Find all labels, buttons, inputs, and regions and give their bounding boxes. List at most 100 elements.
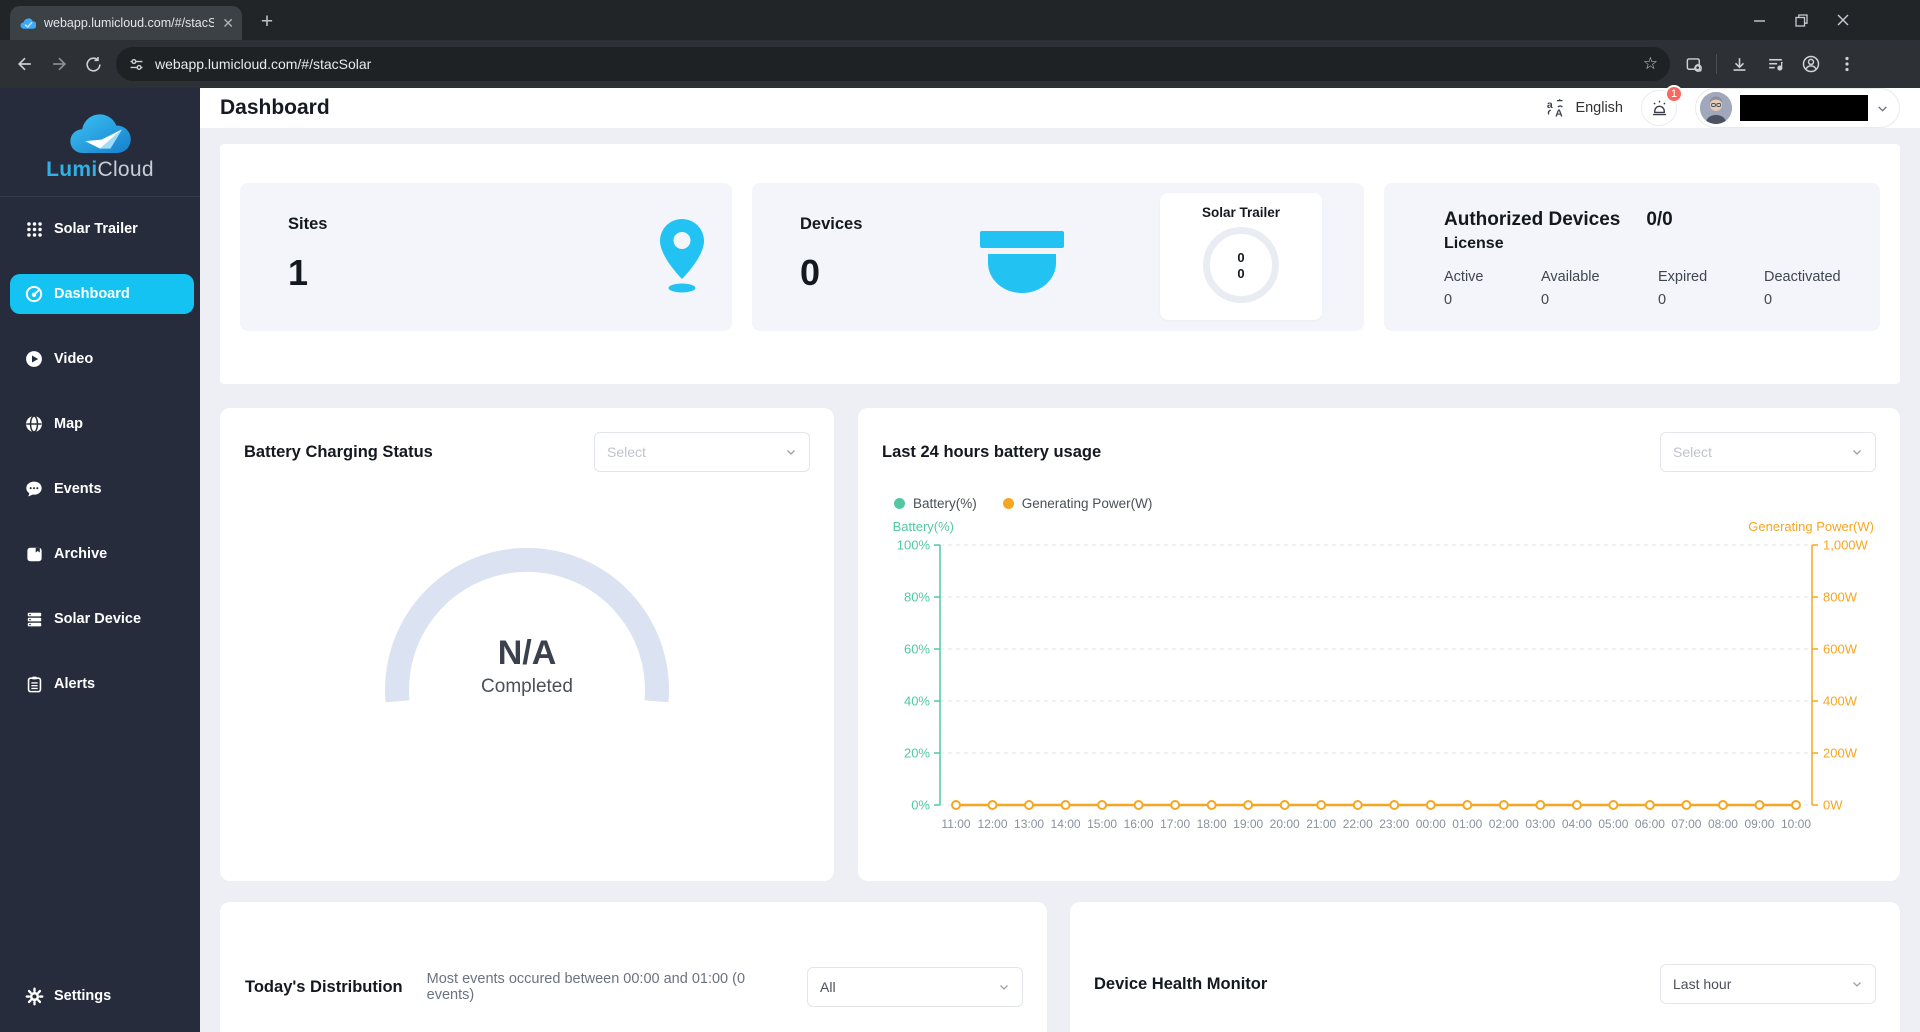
svg-text:14:00: 14:00 [1051,817,1081,831]
notification-badge: 1 [1665,85,1683,103]
battery-status-title: Battery Charging Status [244,442,433,461]
window-restore-button[interactable] [1780,0,1822,40]
browser-toolbar: webapp.lumicloud.com/#/stacSolar ☆ [0,40,1920,88]
media-queue-icon[interactable] [1761,50,1789,78]
svg-text:60%: 60% [904,642,930,657]
battery-gauge: N/A Completed [377,548,677,718]
svg-text:15:00: 15:00 [1087,817,1117,831]
reload-button[interactable] [76,47,110,81]
language-label: English [1575,100,1623,116]
solar-trailer-title: Solar Trailer [1201,205,1281,220]
chevron-down-icon [1853,982,1861,987]
svg-text:Generating Power(W): Generating Power(W) [1748,519,1874,534]
clipboard-icon [24,674,44,694]
chat-bubble-icon [24,479,44,499]
sidebar-item-label: Settings [54,988,112,1004]
svg-text:12:00: 12:00 [978,817,1008,831]
browser-menu-icon[interactable] [1833,50,1861,78]
grid-apps-icon [24,219,44,239]
sidebar-item-label: Dashboard [54,286,130,302]
location-pin-icon [654,217,710,295]
url-text[interactable]: webapp.lumicloud.com/#/stacSolar [155,56,372,72]
chart-legend: Battery(%) Generating Power(W) [894,496,1876,511]
sidebar-item-video[interactable]: Video [10,339,194,379]
svg-text:20:00: 20:00 [1270,817,1300,831]
svg-text:09:00: 09:00 [1744,817,1774,831]
dome-camera-icon [974,229,1070,295]
play-circle-icon [24,349,44,369]
browser-tab-bar: webapp.lumicloud.com/#/stacS ✕ + [0,0,1920,40]
sidebar-item-map[interactable]: Map [10,404,194,444]
download-icon[interactable] [1725,50,1753,78]
page-title: Dashboard [220,96,330,119]
sidebar-item-settings[interactable]: Settings [10,976,194,1016]
bookmark-star-icon[interactable]: ☆ [1642,54,1658,73]
svg-text:1,000W: 1,000W [1823,538,1869,553]
distribution-select[interactable]: All [807,967,1023,1007]
window-minimize-button[interactable] [1738,0,1780,40]
profile-icon[interactable] [1797,50,1825,78]
window-close-button[interactable] [1822,0,1864,40]
sites-card: Sites 1 [240,183,732,331]
sidebar-item-solar-trailer[interactable]: Solar Trailer [10,209,194,249]
svg-text:20%: 20% [904,746,930,761]
sidebar-item-label: Solar Device [54,611,142,627]
back-button[interactable] [8,47,42,81]
sites-value: 1 [288,252,309,293]
sidebar-item-alerts[interactable]: Alerts [10,664,194,704]
svg-text:40%: 40% [904,694,930,709]
license-ratio: 0/0 [1646,209,1673,230]
url-bar[interactable]: webapp.lumicloud.com/#/stacSolar ☆ [116,47,1670,81]
license-card: Authorized Devices 0/0 License Active 0 A… [1384,183,1880,331]
new-tab-button[interactable]: + [260,10,274,33]
sidebar-item-label: Alerts [54,676,96,692]
sidebar-item-label: Video [54,351,94,367]
devices-card: Devices 0 Solar Trailer 0 0 [752,183,1364,331]
devices-label: Devices [800,215,863,233]
license-col-expired: Expired 0 [1658,269,1708,308]
sidebar-item-solar-device[interactable]: Solar Device [10,599,194,639]
svg-text:18:00: 18:00 [1197,817,1227,831]
browser-tab[interactable]: webapp.lumicloud.com/#/stacS ✕ [10,6,242,40]
svg-text:13:00: 13:00 [1014,817,1044,831]
solar-trailer-value-top: 0 [1237,249,1245,265]
svg-text:17:00: 17:00 [1160,817,1190,831]
svg-text:01:00: 01:00 [1452,817,1482,831]
sidebar-item-label: Archive [54,546,108,562]
sidebar: LumiCloud Solar Trailer Dashboard [0,88,200,1032]
legend-generating-power[interactable]: Generating Power(W) [1002,496,1152,511]
forward-button[interactable] [42,47,76,81]
sidebar-divider [0,196,200,197]
solar-trailer-summary-card: Solar Trailer 0 0 [1160,193,1322,320]
battery-status-select[interactable]: Select [594,432,810,472]
sidebar-item-archive[interactable]: Archive [10,534,194,574]
favicon-cloud-icon [20,17,36,30]
alarm-bell-icon [1652,100,1666,115]
site-info-icon[interactable] [128,56,145,73]
stats-panel: Sites 1 Devices 0 Solar Trailer [220,144,1900,384]
distribution-title: Today's Distribution [245,977,403,996]
svg-text:08:00: 08:00 [1708,817,1738,831]
license-col-deactivated: Deactivated 0 [1764,269,1841,308]
sidebar-item-dashboard[interactable]: Dashboard [10,274,194,314]
battery-usage-select[interactable]: Select [1660,432,1876,472]
username-redacted [1740,95,1868,121]
gauge-label: Completed [481,676,573,697]
tab-search-icon[interactable] [1680,50,1708,78]
archive-icon [24,544,44,564]
logo-text-secondary: Cloud [97,158,154,181]
sidebar-item-events[interactable]: Events [10,469,194,509]
svg-text:04:00: 04:00 [1562,817,1592,831]
svg-text:02:00: 02:00 [1489,817,1519,831]
svg-text:Battery(%): Battery(%) [893,519,954,534]
health-select[interactable]: Last hour [1660,964,1876,1004]
svg-text:00:00: 00:00 [1416,817,1446,831]
user-menu[interactable] [1695,88,1900,128]
chevron-down-icon [1000,985,1008,990]
translate-icon: aA [1547,99,1563,119]
tab-close-icon[interactable]: ✕ [222,15,234,31]
health-title: Device Health Monitor [1094,974,1268,993]
notifications-button[interactable]: 1 [1641,85,1683,126]
legend-battery[interactable]: Battery(%) [894,496,977,511]
